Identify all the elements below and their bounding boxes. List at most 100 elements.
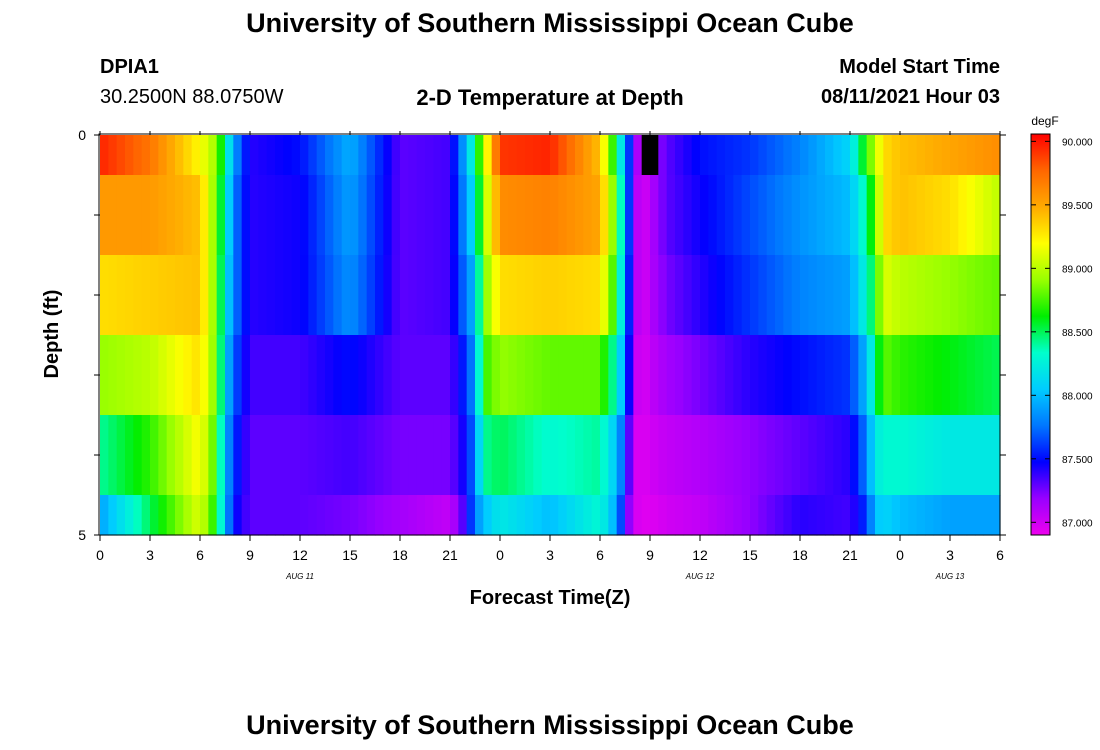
- heatmap-cell: [341, 415, 351, 496]
- heatmap-cell: [650, 415, 659, 496]
- heatmap-cell: [591, 335, 601, 416]
- heatmap-cell: [633, 135, 643, 176]
- heatmap-cell: [108, 175, 118, 256]
- x-tick-label: 6: [196, 547, 204, 563]
- heatmap-cell: [191, 415, 201, 496]
- heatmap-cell: [775, 415, 784, 496]
- heatmap-cell: [391, 255, 401, 336]
- heatmap-cell: [558, 135, 568, 176]
- heatmap-cell: [858, 415, 868, 496]
- heatmap-cell: [491, 135, 501, 176]
- heatmap-cell: [391, 415, 401, 496]
- heatmap-cell: [875, 415, 884, 496]
- heatmap-cell: [766, 135, 776, 176]
- heatmap-cell: [858, 255, 868, 336]
- heatmap-cell: [541, 255, 551, 336]
- heatmap-cell: [766, 415, 776, 496]
- heatmap-cell: [750, 135, 759, 176]
- heatmap-cell: [908, 135, 918, 176]
- heatmap-cell: [191, 495, 201, 536]
- heatmap-cell: [850, 175, 859, 256]
- heatmap-cell: [641, 495, 651, 536]
- heatmap-cell: [100, 335, 109, 416]
- heatmap-cell: [791, 415, 801, 496]
- heatmap-cell: [700, 135, 709, 176]
- heatmap-cell: [400, 495, 409, 536]
- colorbar-tick-label: 89.000: [1062, 264, 1093, 275]
- heatmap-cell: [308, 415, 318, 496]
- heatmap-cell: [716, 335, 726, 416]
- heatmap-cell: [725, 255, 734, 336]
- heatmap-cell: [116, 415, 126, 496]
- heatmap-cell: [141, 255, 151, 336]
- heatmap-cell: [633, 415, 643, 496]
- heatmap-cell: [141, 335, 151, 416]
- heatmap-cell: [416, 415, 426, 496]
- x-tick-label: 21: [842, 547, 858, 563]
- heatmap-cell: [358, 135, 368, 176]
- heatmap-cell: [708, 415, 718, 496]
- heatmap-cell: [900, 175, 909, 256]
- heatmap-cell: [933, 335, 943, 416]
- heatmap-cell: [825, 335, 834, 416]
- heatmap-cell: [841, 255, 851, 336]
- colorbar-tick-label: 87.000: [1062, 518, 1093, 529]
- heatmap-cell: [491, 255, 501, 336]
- x-tick-label: 3: [546, 547, 554, 563]
- heatmap-cell: [316, 335, 326, 416]
- heatmap-cell: [366, 415, 376, 496]
- heatmap-cell: [616, 335, 626, 416]
- heatmap-cell: [408, 335, 418, 416]
- x-tick-label: 0: [496, 547, 504, 563]
- heatmap-cell: [525, 175, 534, 256]
- heatmap-cell: [966, 415, 976, 496]
- heatmap-cell: [300, 255, 309, 336]
- heatmap-cell: [900, 255, 909, 336]
- heatmap-cell: [200, 175, 209, 256]
- heatmap-cell: [516, 335, 526, 416]
- heatmap-cell: [958, 135, 968, 176]
- x-tick-label: 3: [146, 547, 154, 563]
- y-axis: 05: [78, 127, 1006, 543]
- heatmap-cell: [275, 135, 284, 176]
- heatmap-cell: [291, 415, 301, 496]
- heatmap-cell: [800, 255, 809, 336]
- date-label: AUG 12: [685, 572, 715, 581]
- heatmap-cell: [658, 175, 668, 256]
- heatmap-cell: [458, 255, 468, 336]
- heatmap-cell: [808, 335, 818, 416]
- heatmap-cell: [941, 415, 951, 496]
- heatmap-cell: [741, 135, 751, 176]
- heatmap-cell: [933, 175, 943, 256]
- heatmap-cell: [800, 135, 809, 176]
- heatmap-cell: [875, 495, 884, 536]
- heatmap-cell: [258, 495, 268, 536]
- heatmap-cell: [125, 135, 134, 176]
- heatmap-cell: [225, 495, 234, 536]
- heatmap-cell: [108, 135, 118, 176]
- heatmap-cell: [125, 415, 134, 496]
- heatmap-cell: [400, 255, 409, 336]
- heatmap-cell: [950, 415, 959, 496]
- heatmap-cell: [725, 175, 734, 256]
- heatmap-cell: [175, 335, 184, 416]
- x-tick-label: 18: [392, 547, 408, 563]
- heatmap-cell: [583, 135, 593, 176]
- heatmap-cell: [158, 255, 168, 336]
- x-tick-label: 15: [342, 547, 358, 563]
- heatmap-cell: [283, 135, 293, 176]
- heatmap-cell: [925, 135, 934, 176]
- heatmap-cell: [383, 335, 393, 416]
- heatmap-cell: [641, 335, 651, 416]
- heatmap-cell: [966, 135, 976, 176]
- heatmap-cell: [241, 135, 251, 176]
- heatmap-cell: [775, 135, 784, 176]
- heatmap-cell: [675, 335, 684, 416]
- heatmap-cell: [266, 175, 276, 256]
- colorbar-ticks: 90.000 89.500 89.000 88.500 88.000 87.500 87.0…: [1031, 137, 1093, 529]
- heatmap-cell: [908, 415, 918, 496]
- heatmap-cell: [691, 495, 701, 536]
- heatmap-cell: [950, 335, 959, 416]
- heatmap-cell: [825, 255, 834, 336]
- heatmap-cell: [558, 335, 568, 416]
